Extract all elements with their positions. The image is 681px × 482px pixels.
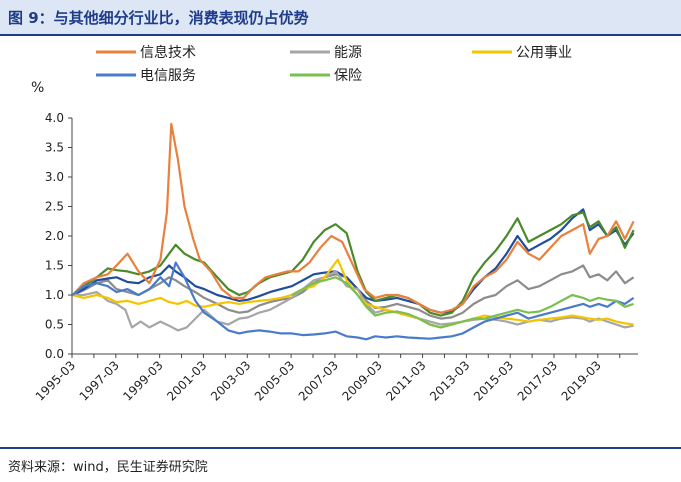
x-tick-label: 2001-03 — [164, 358, 209, 403]
x-tick-label: 1995-03 — [33, 358, 78, 403]
source-note: 资料来源：wind，民生证券研究院 — [8, 460, 208, 475]
legend-label-2: 非必需消费品 — [516, 36, 600, 38]
y-axis-unit: % — [31, 80, 44, 96]
legend-label-6: 电信服务 — [140, 68, 196, 84]
x-axis: 1995-031997-031999-032001-032003-032005-… — [33, 353, 638, 404]
legend-label-4: 能源 — [334, 45, 362, 61]
x-tick-label: 2009-03 — [340, 358, 385, 403]
legend-label-0: IMI — [140, 36, 160, 38]
legend-label-3: 信息技术 — [140, 44, 196, 61]
y-tick-label: 4.0 — [45, 111, 64, 125]
series-line-2 — [72, 211, 635, 317]
series-line-6 — [72, 261, 635, 341]
legend-label-5: 公用事业 — [516, 45, 572, 61]
legend-label-7: 保险 — [334, 68, 362, 84]
x-tick-label: 2019-03 — [559, 358, 604, 403]
y-tick-label: 3.0 — [45, 170, 64, 184]
y-tick-label: 0.0 — [45, 347, 64, 361]
y-tick-label: 0.5 — [45, 318, 64, 332]
x-tick-label: 1997-03 — [77, 358, 122, 403]
series-line-3 — [71, 122, 635, 314]
x-tick-label: 2011-03 — [383, 358, 428, 403]
y-tick-label: 2.5 — [45, 200, 64, 214]
series-line-7 — [291, 276, 634, 329]
x-tick-label: 2013-03 — [427, 358, 472, 403]
y-tick-label: 3.5 — [45, 141, 64, 155]
figure-header: 图 9：与其他细分行业比，消费表现仍占优势 — [0, 0, 681, 36]
y-tick-label: 2.0 — [45, 229, 64, 243]
x-tick-label: 2007-03 — [296, 358, 341, 403]
x-tick-label: 2005-03 — [252, 358, 297, 403]
chart-series — [71, 122, 635, 341]
series-line-1 — [72, 208, 635, 314]
series-line-0 — [72, 264, 635, 320]
figure-title: 图 9：与其他细分行业比，消费表现仍占优势 — [8, 9, 309, 27]
y-tick-label: 1.5 — [45, 259, 64, 273]
y-axis: 0.0 0.5 1.0 1.5 2.0 2.5 3.0 3.5 4.0 — [45, 111, 73, 361]
footer-divider — [0, 447, 681, 449]
x-tick-label: 2017-03 — [515, 358, 560, 403]
x-tick-label: 2015-03 — [471, 358, 516, 403]
x-tick-label: 1999-03 — [120, 358, 165, 403]
x-tick-label: 2003-03 — [208, 358, 253, 403]
legend-label-1: 必需消费品 — [334, 36, 404, 38]
y-tick-label: 1.0 — [45, 288, 64, 302]
